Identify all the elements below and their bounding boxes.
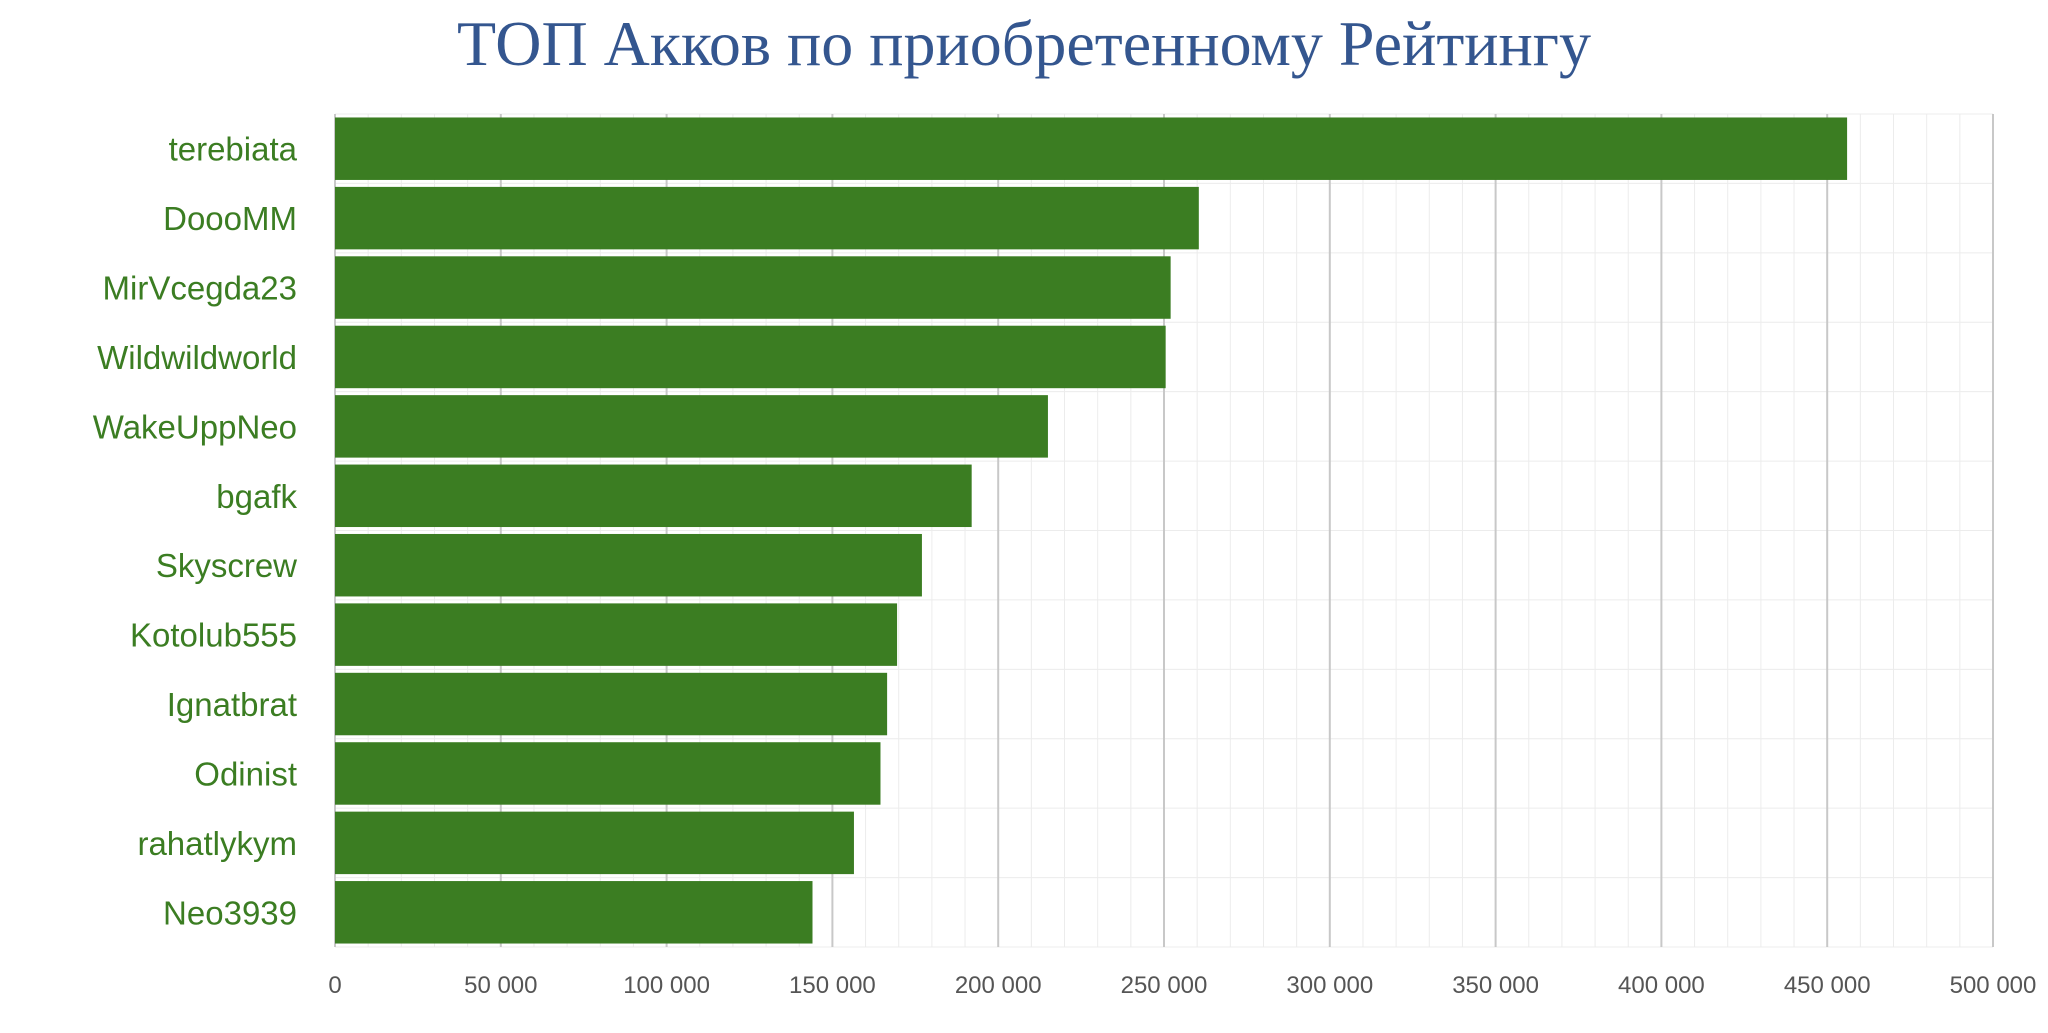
x-tick-label: 300 000 <box>1286 972 1373 999</box>
x-axis-tick-labels: 0 50 000 100 000 150 000 200 000 250 000 300 0… <box>328 972 2036 999</box>
x-tick-label: 150 000 <box>789 972 876 999</box>
category-label: Wildwildworld <box>97 339 297 376</box>
x-tick-label: 200 000 <box>955 972 1042 999</box>
bar <box>335 533 922 597</box>
bar <box>335 742 881 805</box>
bar <box>335 881 813 944</box>
x-tick-label: 0 <box>328 972 341 999</box>
x-tick-label: 100 000 <box>623 972 710 999</box>
bar <box>335 395 1048 458</box>
category-label: WakeUppNeo <box>93 408 297 445</box>
category-label: Neo3939 <box>163 894 297 931</box>
category-label: Odinist <box>194 755 297 792</box>
x-tick-label: 500 000 <box>1950 972 2037 999</box>
bar <box>335 464 972 528</box>
x-tick-label: 400 000 <box>1618 972 1705 999</box>
bar <box>335 256 1171 319</box>
x-tick-label: 250 000 <box>1121 972 1208 999</box>
bar <box>335 117 1848 180</box>
category-label: Kotolub555 <box>130 617 297 654</box>
category-label: MirVcegda23 <box>103 270 297 307</box>
bar <box>335 672 888 736</box>
x-tick-label: 450 000 <box>1784 972 1871 999</box>
bar <box>335 325 1166 389</box>
bars <box>335 117 1848 944</box>
x-tick-label: 50 000 <box>464 972 537 999</box>
chart-title: ТОП Акков по приобретенному Рейтингу <box>456 8 1592 79</box>
grid-lines <box>334 113 1994 948</box>
category-labels: terebiata DoooMM MirVcegda23 Wildwildworld W… <box>93 131 298 932</box>
category-label: terebiata <box>169 131 298 168</box>
category-label: Ignatbrat <box>167 686 297 723</box>
category-label: rahatlykym <box>137 825 297 862</box>
x-tick-label: 350 000 <box>1452 972 1539 999</box>
category-label: Skyscrew <box>156 547 297 584</box>
category-label: bgafk <box>216 478 297 515</box>
bar <box>335 811 854 875</box>
category-label: DoooMM <box>163 200 297 237</box>
bar <box>335 186 1199 250</box>
bar <box>335 603 898 666</box>
